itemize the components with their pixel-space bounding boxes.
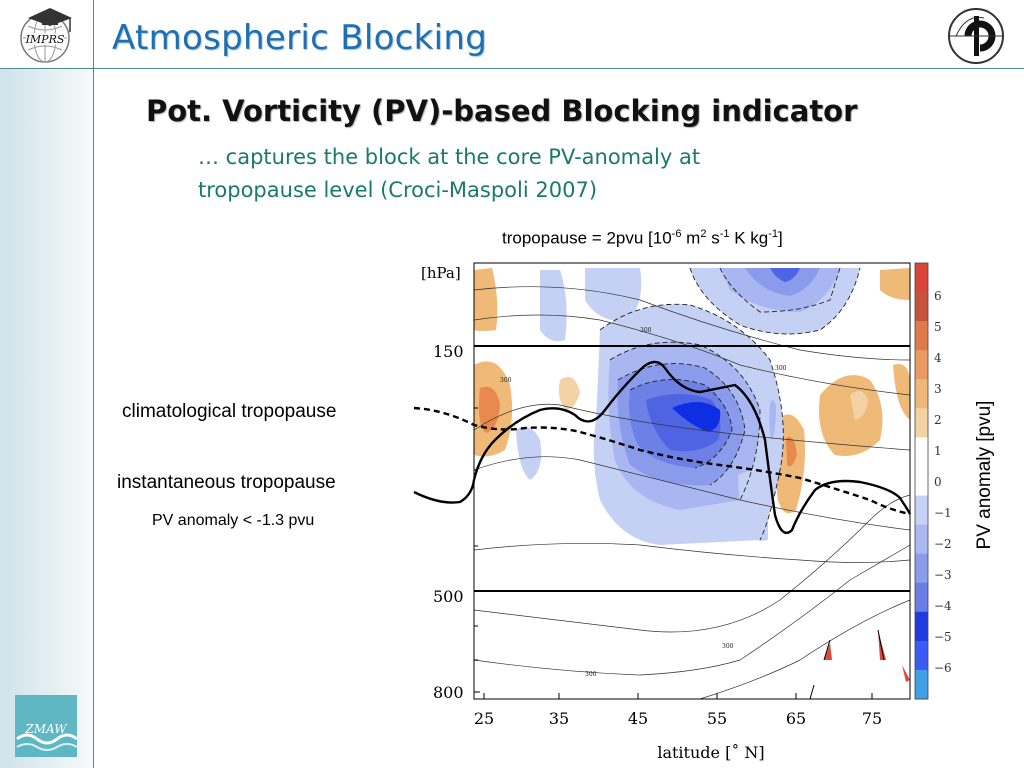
- x-tick-label: 75: [862, 709, 882, 728]
- y-axis-unit: [hPa]: [421, 264, 461, 282]
- slide-title: Atmospheric Blocking: [112, 18, 488, 58]
- colorbar-tick-label: 2: [934, 413, 942, 427]
- colorbar-ticks: 6 5 4 3 2 1 0 −1 −2 −3 −4 −5 −6: [934, 289, 952, 675]
- colorbar-tick-label: −3: [934, 568, 952, 582]
- sidebar-divider: [93, 0, 94, 768]
- colorbar-segment: [915, 582, 928, 613]
- svg-text:300: 300: [722, 643, 734, 650]
- y-tick-label: 800: [433, 683, 464, 702]
- colorbar-tick-label: 5: [934, 320, 942, 334]
- anomaly-contours: [599, 267, 861, 541]
- institute-logo-icon: [948, 8, 1004, 64]
- zmaw-logo-text: ZMAW: [24, 722, 68, 736]
- colorbar-label: PV anomaly [pvu]: [974, 400, 995, 550]
- imprs-logo-text: IMPRS: [25, 33, 65, 46]
- colorbar-tick-label: −5: [934, 630, 952, 644]
- x-tick-label: 65: [786, 709, 806, 728]
- colorbar-tick-label: 0: [934, 475, 942, 489]
- isentrope-lines: [473, 286, 911, 700]
- climatological-tropopause-line: [413, 406, 911, 516]
- colorbar-segment: [915, 669, 928, 700]
- figure-header: tropopause = 2pvu [10-6 m2 s-1 K kg-1]: [502, 228, 783, 248]
- colorbar-tick-label: −6: [934, 661, 952, 675]
- pv-threshold-label: PV anomaly < -1.3 pvu: [152, 512, 315, 529]
- plot-frame: [473, 262, 911, 700]
- colorbar-segment: [915, 437, 928, 467]
- colorbar-segment: [915, 495, 928, 526]
- colorbar-segment: [915, 263, 928, 293]
- positive-anomaly-regions: [474, 268, 910, 514]
- y-tick-label: 500: [433, 587, 464, 606]
- colorbar-tick-label: 4: [934, 351, 942, 365]
- zmaw-logo-icon: ZMAW: [15, 695, 78, 757]
- colorbar-segment: [915, 611, 928, 642]
- svg-text:300: 300: [640, 327, 652, 334]
- sidebar-strip: [0, 0, 93, 768]
- colorbar-segment: [915, 408, 928, 438]
- instantaneous-tropopause-label: instantaneous tropopause: [117, 472, 336, 493]
- svg-text:300: 300: [775, 365, 787, 372]
- colorbar-frame: [914, 262, 929, 700]
- x-tick-label: 55: [707, 709, 727, 728]
- colorbar-segment: [915, 321, 928, 351]
- colorbar-tick-label: −2: [934, 537, 952, 551]
- svg-text:300: 300: [500, 377, 512, 384]
- colorbar-tick-label: 1: [934, 444, 942, 458]
- slide-subtitle: Pot. Vorticity (PV)-based Blocking indic…: [146, 94, 858, 128]
- colorbar-tick-label: 3: [934, 382, 942, 396]
- x-axis-ticks: [483, 693, 873, 699]
- negative-anomaly-regions: [516, 268, 860, 545]
- colorbar-tick-label: 6: [934, 289, 942, 303]
- colorbar-segment: [915, 640, 928, 671]
- x-tick-label: 25: [474, 709, 494, 728]
- colorbar-segment: [915, 553, 928, 584]
- x-axis-label: latitude [˚ N]: [657, 743, 764, 762]
- contour-labels: 300 300 300 300 300: [500, 327, 787, 678]
- colorbar-segment: [915, 350, 928, 380]
- x-tick-label: 45: [628, 709, 648, 728]
- colorbar-segment: [915, 524, 928, 555]
- x-tick-label: 35: [549, 709, 569, 728]
- y-axis-ticks: [474, 345, 480, 693]
- climatological-tropopause-label: climatological tropopause: [122, 401, 337, 422]
- imprs-logo-icon: IMPRS: [20, 8, 72, 63]
- y-tick-label: 150: [433, 342, 464, 361]
- header-divider: [0, 68, 1024, 69]
- colorbar-tick-label: −1: [934, 506, 952, 520]
- svg-text:300: 300: [585, 671, 597, 678]
- bullet-text-line-2: tropopause level (Croci-Maspoli 2007): [198, 178, 598, 202]
- header-bar: [0, 0, 1024, 68]
- colorbar-segment: [915, 379, 928, 409]
- wind-barbs: [809, 629, 910, 700]
- colorbar-segment: [915, 466, 928, 497]
- colorbar-segment: [915, 292, 928, 322]
- instantaneous-tropopause-line: [413, 360, 912, 535]
- colorbar: [915, 263, 928, 700]
- colorbar-tick-label: −4: [934, 599, 952, 613]
- bullet-text-line-1: … captures the block at the core PV-anom…: [198, 145, 701, 169]
